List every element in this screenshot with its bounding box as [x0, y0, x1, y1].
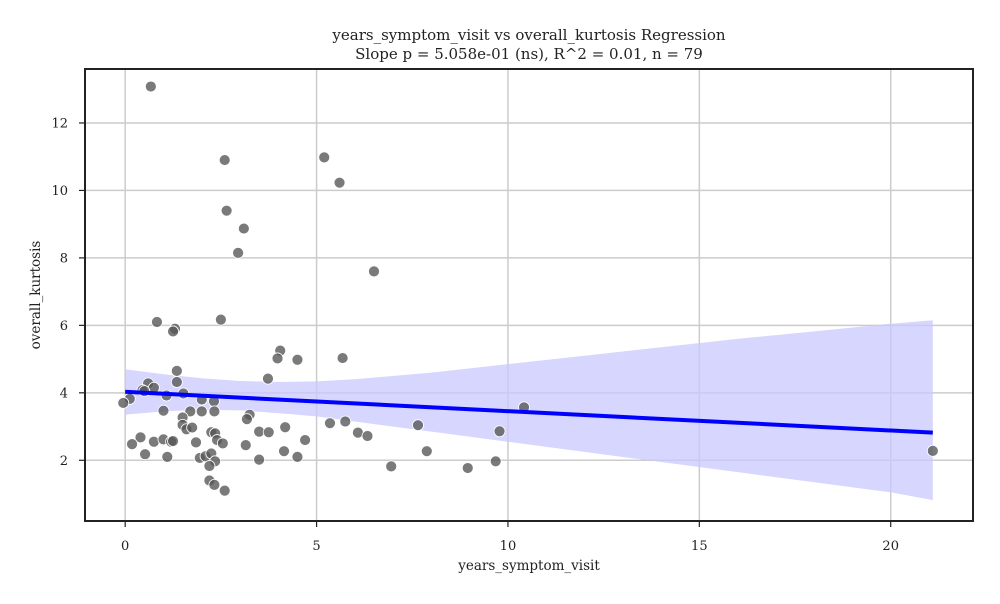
x-tick-label: 0	[121, 539, 129, 554]
scatter-point	[461, 462, 474, 474]
scatter-point	[291, 353, 304, 366]
x-tick-label: 5	[312, 539, 320, 554]
scatter-point	[147, 435, 160, 448]
scatter-point	[262, 372, 274, 385]
regression-line-layer	[125, 389, 933, 435]
scatter-point	[139, 448, 151, 461]
chart-subtitle: Slope p = 5.058e-01 (ns), R^2 = 0.01, n …	[355, 45, 703, 63]
y-ticks: 2 4 6 8 10 12	[51, 116, 85, 469]
scatter-point	[262, 426, 275, 439]
x-tick-label: 15	[691, 539, 708, 554]
scatter-point	[117, 397, 130, 409]
scatter-point	[214, 313, 227, 326]
y-tick-label: 10	[51, 184, 68, 199]
scatter-point	[167, 435, 179, 447]
plot-frame	[84, 68, 974, 522]
y-tick-label: 6	[60, 319, 68, 334]
scatter-point	[170, 364, 183, 377]
scatter-point	[184, 405, 197, 418]
scatter-point	[412, 419, 424, 432]
scatter-point	[237, 222, 250, 235]
scatter-point	[926, 444, 939, 457]
scatter-point	[385, 460, 398, 473]
scatter-point	[493, 425, 506, 438]
scatter-point	[220, 204, 233, 217]
y-tick-label: 8	[60, 251, 68, 266]
x-axis-label: years_symptom_visit	[457, 558, 600, 574]
scatter-point	[167, 325, 179, 338]
scatter-point	[241, 413, 253, 426]
scatter-point	[318, 151, 331, 164]
y-tick-label: 12	[51, 116, 68, 131]
scatter-point	[278, 445, 290, 458]
scatter-point	[232, 246, 245, 259]
scatter-point	[489, 455, 502, 468]
scatter-point	[291, 451, 304, 463]
x-ticks: 0 5 10 15 20	[121, 521, 899, 554]
scatter-point	[333, 176, 346, 189]
scatter-point	[203, 460, 216, 472]
scatter-point	[336, 352, 349, 364]
scatter-points-layer	[117, 80, 939, 497]
scatter-point	[208, 405, 221, 418]
scatter-point	[216, 437, 229, 450]
y-tick-label: 4	[60, 386, 68, 401]
regression-line	[125, 389, 933, 435]
scatter-point	[339, 415, 352, 428]
scatter-point	[126, 438, 138, 450]
scatter-point	[368, 265, 380, 278]
scatter-point	[151, 316, 163, 328]
x-tick-label: 10	[500, 539, 517, 554]
scatter-point	[161, 451, 174, 463]
scatter-point	[218, 484, 231, 497]
scatter-point	[361, 430, 374, 442]
chart-title: years_symptom_visit vs overall_kurtosis …	[331, 26, 726, 44]
scatter-point	[299, 434, 311, 446]
scatter-point	[144, 80, 157, 93]
scatter-point	[186, 421, 199, 434]
x-tick-label: 20	[882, 539, 899, 554]
scatter-point	[157, 404, 170, 417]
scatter-point	[420, 445, 433, 458]
scatter-point	[253, 453, 266, 466]
scatter-point	[208, 479, 221, 491]
scatter-point	[218, 154, 231, 166]
scatter-point	[324, 417, 336, 430]
scatter-point	[279, 421, 292, 434]
scatter-point	[170, 376, 183, 388]
scatter-point	[239, 439, 252, 452]
scatter-point	[190, 436, 202, 449]
y-tick-label: 2	[60, 454, 68, 469]
scatter-point	[271, 352, 284, 365]
scatter-point	[134, 431, 147, 444]
y-axis-label: overall_kurtosis	[28, 241, 44, 350]
scatter-point	[195, 405, 208, 418]
